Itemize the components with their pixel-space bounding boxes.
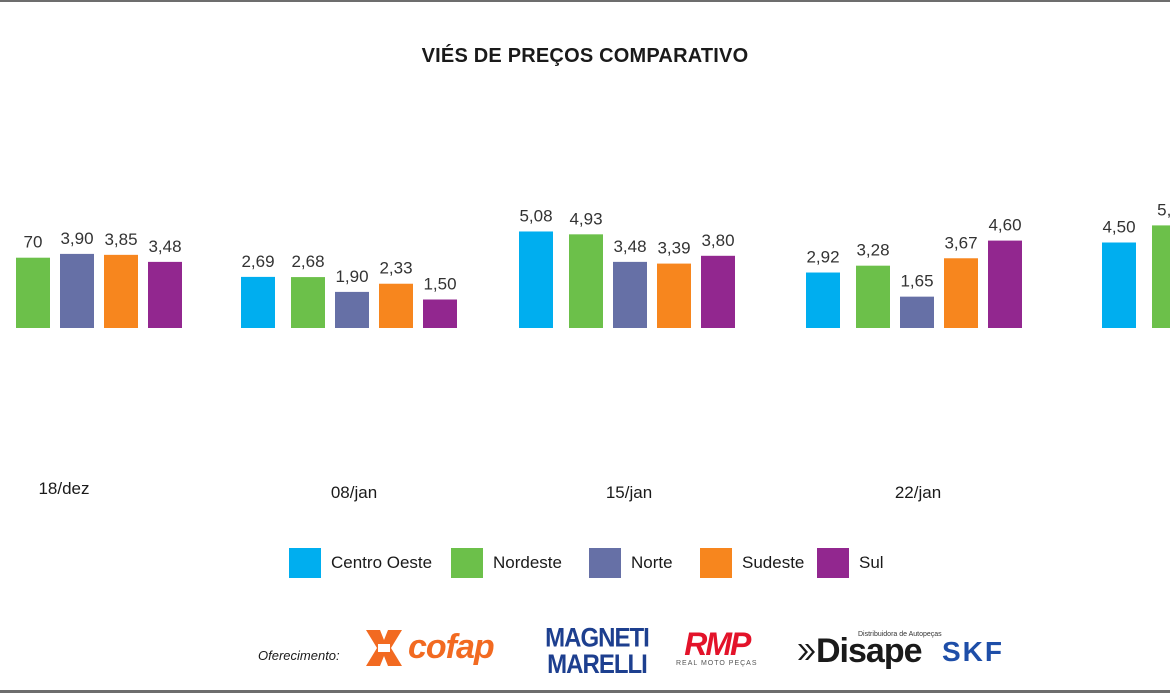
legend-item-norte: Norte (589, 548, 673, 578)
cofap-logo: cofap (364, 628, 495, 667)
bar-sudeste-0 (104, 254, 138, 328)
chart-title: VIÉS DE PREÇOS COMPARATIVO (421, 45, 749, 67)
bar-chart: 2,69 5,08 2,92 4,50 70 2,68 4,93 3,28 5,4 3,90 1,9… (16, 200, 1170, 502)
value-label-nordeste-1: 2,68 (291, 252, 324, 271)
value-label-norte-2: 3,48 (613, 237, 646, 256)
disape-logo-text: Disape (816, 632, 922, 670)
value-label-nordeste-0: 70 (24, 233, 43, 252)
value-label-norte-1: 1,90 (335, 267, 368, 286)
skf-logo: SKF (942, 636, 1004, 667)
sponsor-label: Oferecimento: (258, 648, 340, 663)
bar-centro-oeste-4 (1102, 242, 1136, 328)
legend-item-nordeste: Nordeste (451, 548, 562, 578)
bar-nordeste-4 (1152, 225, 1170, 328)
value-label-centro-oeste-3: 2,92 (806, 248, 839, 267)
bar-centro-oeste-2 (519, 231, 553, 328)
disape-logo: Distribuidora de Autopeças Disape (798, 628, 942, 671)
value-label-centro-oeste-4: 4,50 (1102, 218, 1135, 237)
bar-norte-1 (335, 291, 369, 328)
category-label-2: 15/jan (606, 483, 652, 502)
value-label-sudeste-0: 3,85 (104, 230, 137, 249)
legend-swatch-nordeste (451, 548, 483, 578)
value-label-norte-0: 3,90 (60, 229, 93, 248)
value-label-nordeste-3: 3,28 (856, 241, 889, 260)
legend-label-sudeste: Sudeste (742, 553, 805, 572)
value-label-centro-oeste-1: 2,69 (241, 252, 274, 271)
bar-sudeste-1 (379, 283, 413, 328)
category-label-0: 18/dez (38, 479, 89, 498)
bar-nordeste-1 (291, 277, 325, 328)
bar-sul-3 (988, 240, 1022, 328)
legend-item-sul: Sul (817, 548, 884, 578)
legend-swatch-sul (817, 548, 849, 578)
value-label-centro-oeste-2: 5,08 (519, 206, 552, 225)
bar-sudeste-3 (944, 258, 978, 328)
value-label-nordeste-4: 5,4 (1157, 200, 1170, 219)
bar-sul-2 (701, 255, 735, 328)
legend-swatch-sudeste (700, 548, 732, 578)
value-label-sul-2: 3,80 (701, 231, 734, 250)
legend-label-norte: Norte (631, 553, 673, 572)
value-label-sul-0: 3,48 (148, 237, 181, 256)
bar-norte-3 (900, 296, 934, 328)
value-label-norte-3: 1,65 (900, 272, 933, 291)
value-label-sudeste-2: 3,39 (657, 239, 690, 258)
category-label-1: 08/jan (331, 483, 377, 502)
category-label-3: 22/jan (895, 483, 941, 502)
cofap-mark-icon (366, 629, 402, 666)
disape-logo-subtext: Distribuidora de Autopeças (858, 631, 942, 638)
rmp-logo-text: RMP (684, 626, 751, 662)
bar-sudeste-2 (657, 263, 691, 328)
bar-nordeste-3 (856, 265, 890, 328)
legend-item-sudeste: Sudeste (700, 548, 804, 578)
value-label-sul-1: 1,50 (423, 275, 456, 294)
value-label-sudeste-3: 3,67 (944, 233, 977, 252)
value-label-sul-3: 4,60 (988, 216, 1021, 235)
bar-nordeste-0 (16, 257, 50, 328)
value-label-sudeste-1: 2,33 (379, 259, 412, 278)
bar-centro-oeste-1 (241, 276, 275, 328)
disape-chevron-icon (798, 643, 815, 660)
rmp-logo: RMP REAL MOTO PEÇAS (676, 628, 758, 667)
legend-item-centro-oeste: Centro Oeste (289, 548, 432, 578)
legend-label-nordeste: Nordeste (493, 553, 562, 572)
bar-norte-2 (613, 261, 647, 328)
legend-label-sul: Sul (859, 553, 884, 572)
bottom-border (0, 690, 1170, 693)
bar-sul-1 (423, 299, 457, 328)
rmp-logo-subtext: REAL MOTO PEÇAS (676, 660, 758, 667)
top-border (0, 0, 1170, 2)
legend-swatch-centro-oeste (289, 548, 321, 578)
cofap-logo-text: cofap (408, 628, 495, 666)
legend-swatch-norte (589, 548, 621, 578)
bar-norte-0 (60, 253, 94, 328)
value-label-nordeste-2: 4,93 (569, 209, 602, 228)
bar-sul-0 (148, 261, 182, 328)
magneti-marelli-logo: MAGNETI MARELLI (545, 623, 650, 680)
bar-centro-oeste-3 (806, 272, 840, 328)
bar-nordeste-2 (569, 234, 603, 328)
legend-label-centro-oeste: Centro Oeste (331, 553, 433, 572)
